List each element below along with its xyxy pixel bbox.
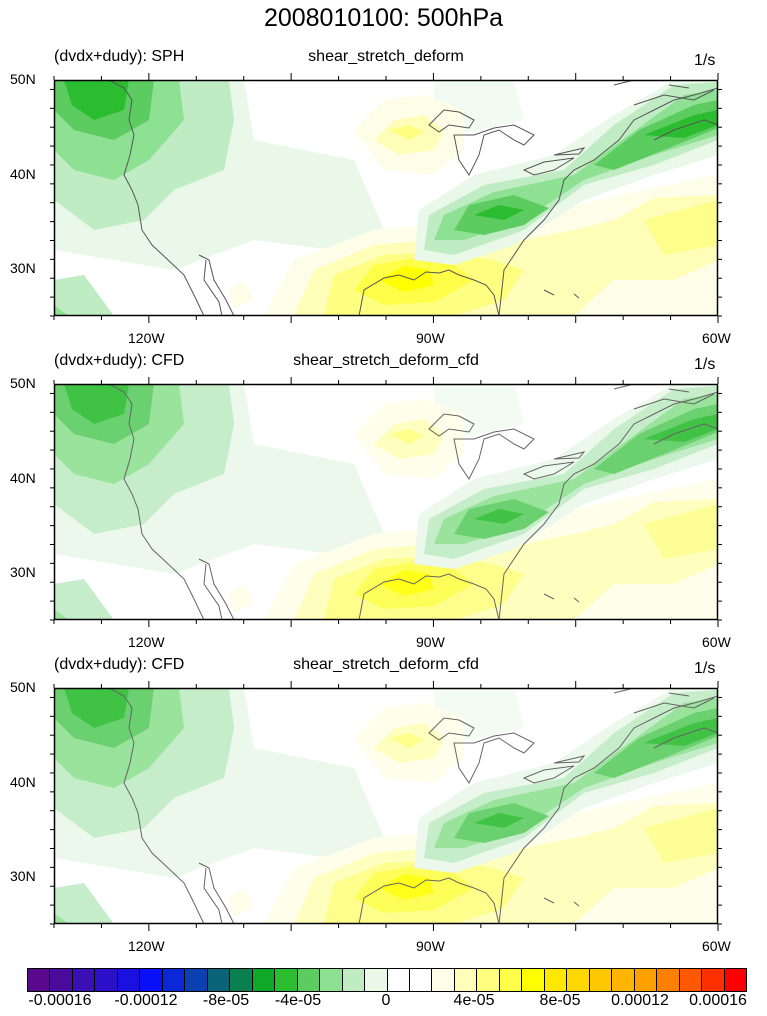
colorbar-box <box>342 969 366 991</box>
colorbar-box <box>724 969 746 991</box>
lon-label: 60W <box>702 938 731 954</box>
colorbar-label: 4e-05 <box>453 992 495 1009</box>
colorbar-box <box>544 969 568 991</box>
panel-units: 1/s <box>694 356 716 373</box>
colorbar-box <box>297 969 321 991</box>
colorbar-box <box>252 969 276 991</box>
lon-label: 90W <box>416 634 445 650</box>
colorbar-box <box>162 969 186 991</box>
panel-center-title: shear_stretch_deform_cfd <box>293 656 479 673</box>
lat-label: 30N <box>10 868 36 884</box>
panel-left-title: (dvdx+dudy): CFD <box>54 352 185 369</box>
colorbar-box <box>185 969 208 991</box>
lat-label: 40N <box>10 774 36 790</box>
colorbar-box <box>275 969 298 991</box>
colorbar-box <box>432 969 455 991</box>
colorbar-box <box>28 969 51 991</box>
colorbar-box <box>657 969 680 991</box>
lat-label: 40N <box>10 166 36 182</box>
colorbar-box <box>50 969 73 991</box>
lat-label: 50N <box>10 679 36 695</box>
lon-label: 60W <box>702 634 731 650</box>
colorbar-box <box>634 969 658 991</box>
colorbar-label: 0 <box>381 992 391 1009</box>
lat-label: 50N <box>10 71 36 87</box>
colorbar-box <box>499 969 523 991</box>
colorbar-box <box>409 969 433 991</box>
colorbar-label: -0.00016 <box>28 992 92 1009</box>
colorbar-label: -4e-05 <box>274 992 322 1009</box>
colorbar-box <box>567 969 590 991</box>
colorbar-label: 0.00016 <box>689 992 747 1009</box>
colorbar-label: 0.00012 <box>611 992 669 1009</box>
colorbar-box <box>589 969 613 991</box>
panel-left-title: (dvdx+dudy): CFD <box>54 656 185 673</box>
colorbar-box <box>207 969 231 991</box>
map-plot <box>50 377 722 627</box>
lon-label: 90W <box>416 330 445 346</box>
colorbar-box <box>679 969 703 991</box>
panel-center-title: shear_stretch_deform_cfd <box>293 352 479 369</box>
colorbar-box <box>387 969 410 991</box>
map-plot <box>50 73 722 323</box>
colorbar-box <box>320 969 343 991</box>
panel-center-title: shear_stretch_deform <box>308 48 464 65</box>
colorbar-box <box>477 969 500 991</box>
colorbar <box>27 968 747 992</box>
lat-label: 50N <box>10 375 36 391</box>
main-title: 2008010100: 500hPa <box>263 4 504 32</box>
colorbar-box <box>522 969 545 991</box>
panel-units: 1/s <box>694 660 716 677</box>
colorbar-box <box>702 969 725 991</box>
map-plot <box>50 681 722 931</box>
colorbar-label: -8e-05 <box>202 992 250 1009</box>
colorbar-box <box>230 969 253 991</box>
lon-label: 120W <box>128 634 165 650</box>
colorbar-box <box>454 969 478 991</box>
lat-label: 30N <box>10 564 36 580</box>
colorbar-label: -0.00012 <box>114 992 178 1009</box>
lat-label: 40N <box>10 470 36 486</box>
panel-left-title: (dvdx+dudy): SPH <box>54 48 185 65</box>
colorbar-label: 8e-05 <box>539 992 581 1009</box>
colorbar-box <box>365 969 388 991</box>
lon-label: 120W <box>128 330 165 346</box>
lat-label: 30N <box>10 260 36 276</box>
colorbar-box <box>140 969 163 991</box>
panel-units: 1/s <box>694 52 716 69</box>
lon-label: 90W <box>416 938 445 954</box>
colorbar-box <box>95 969 118 991</box>
lon-label: 120W <box>128 938 165 954</box>
colorbar-box <box>72 969 96 991</box>
lon-label: 60W <box>702 330 731 346</box>
colorbar-box <box>117 969 141 991</box>
colorbar-box <box>612 969 635 991</box>
